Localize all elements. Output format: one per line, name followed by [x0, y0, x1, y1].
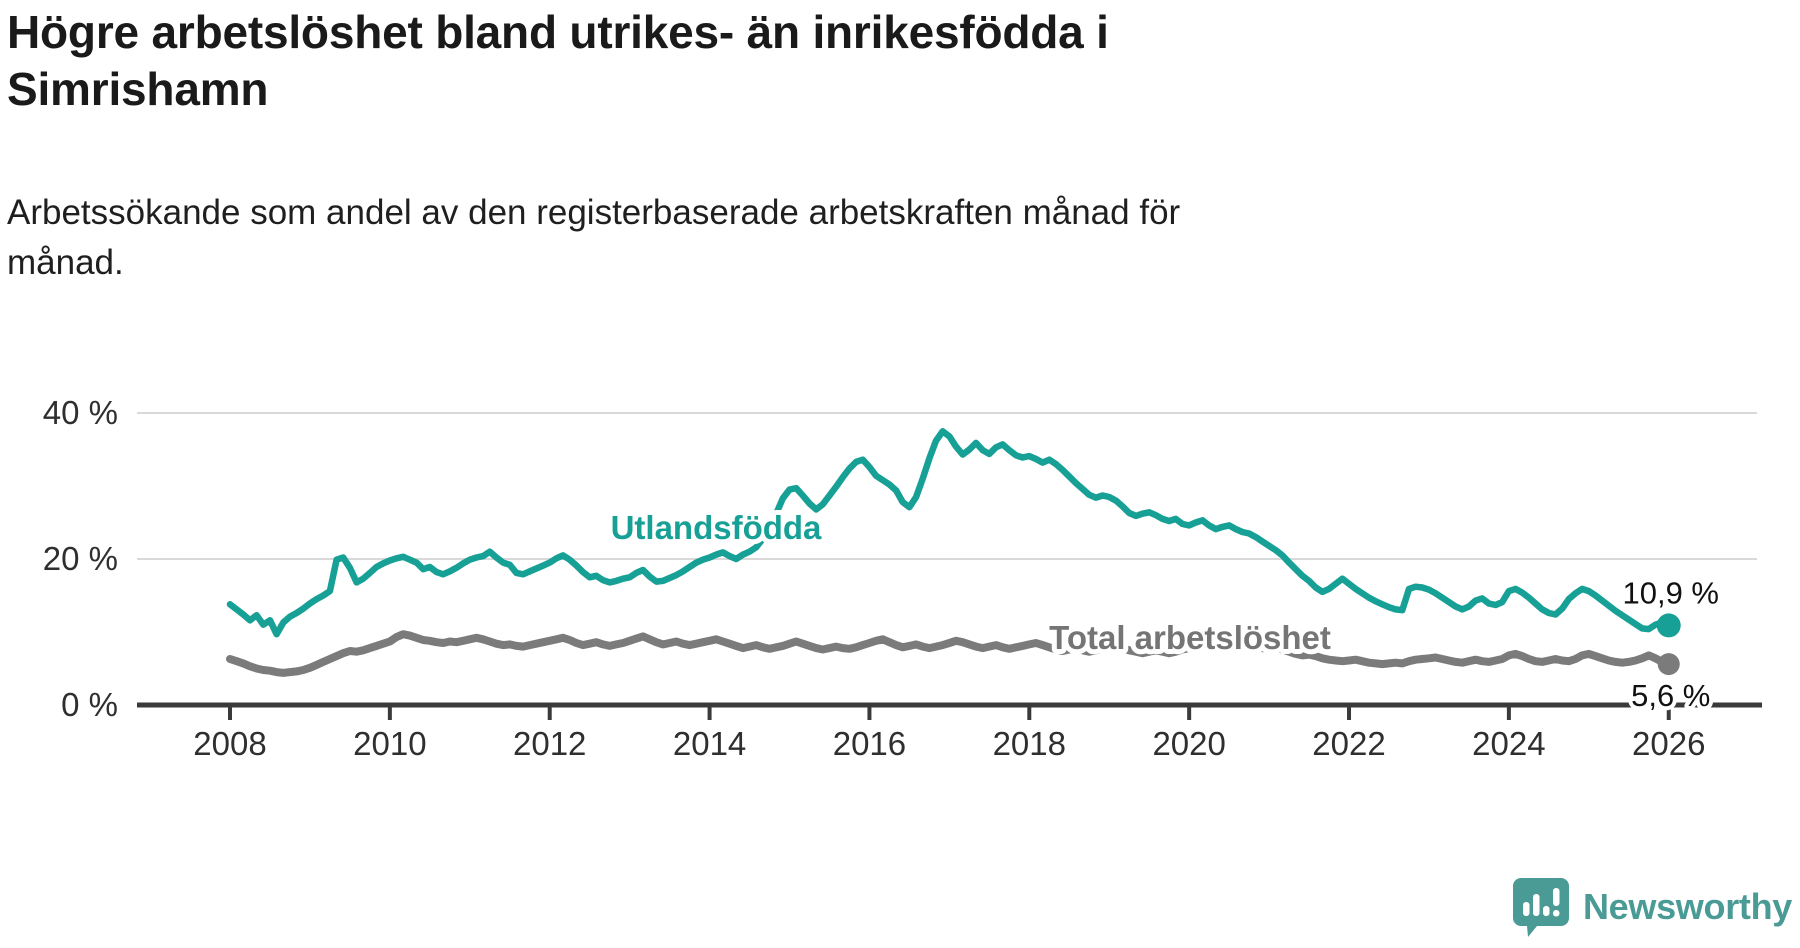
speech-bubble [1512, 878, 1569, 937]
exclamation-dot [1552, 910, 1560, 917]
end-dot-utlandsfodda [1656, 613, 1681, 638]
series-label-total: Total arbetslöshet [1049, 619, 1331, 656]
page-title: Högre arbetslöshet bland utrikes- än inr… [7, 6, 1109, 116]
x-axis-label-2008: 2008 [193, 725, 266, 762]
end-dot-total [1657, 653, 1680, 676]
y-axis-label-20: 20 % [43, 540, 118, 577]
chart-subtitle: Arbetssökande som andel av den registerb… [7, 193, 1181, 282]
series-line-utlandsfodda [226, 428, 1672, 638]
x-axis-label-2022: 2022 [1312, 725, 1385, 762]
exclamation-stem [1552, 888, 1560, 906]
brand-wordmark: Newsworthy [1582, 886, 1792, 927]
end-value-label-utlandsfodda: 10,9 % [1622, 575, 1719, 610]
x-axis-label-2024: 2024 [1472, 725, 1545, 762]
x-axis-label-2018: 2018 [993, 725, 1066, 762]
bar-2 [1532, 894, 1540, 916]
y-axis-label-40: 40 % [43, 394, 118, 431]
series-line-total [226, 630, 1673, 677]
x-axis-label-2026: 2026 [1632, 725, 1705, 762]
newsworthy-logo-icon [1512, 878, 1569, 937]
x-axis-label-2016: 2016 [833, 725, 906, 762]
bar-1 [1522, 902, 1530, 916]
x-axis-label-2010: 2010 [353, 725, 426, 762]
y-axis-label-0: 0 % [61, 686, 118, 723]
x-axis-label-2014: 2014 [673, 725, 746, 762]
x-axis-label-2020: 2020 [1152, 725, 1225, 762]
series-label-utlandsfodda: Utlandsfödda [611, 509, 822, 546]
end-value-label-total: 5,6 % [1631, 678, 1710, 713]
bar-3 [1542, 906, 1550, 916]
x-axis-label-2012: 2012 [513, 725, 586, 762]
newsworthy-brand: Newsworthy [1512, 876, 1792, 938]
